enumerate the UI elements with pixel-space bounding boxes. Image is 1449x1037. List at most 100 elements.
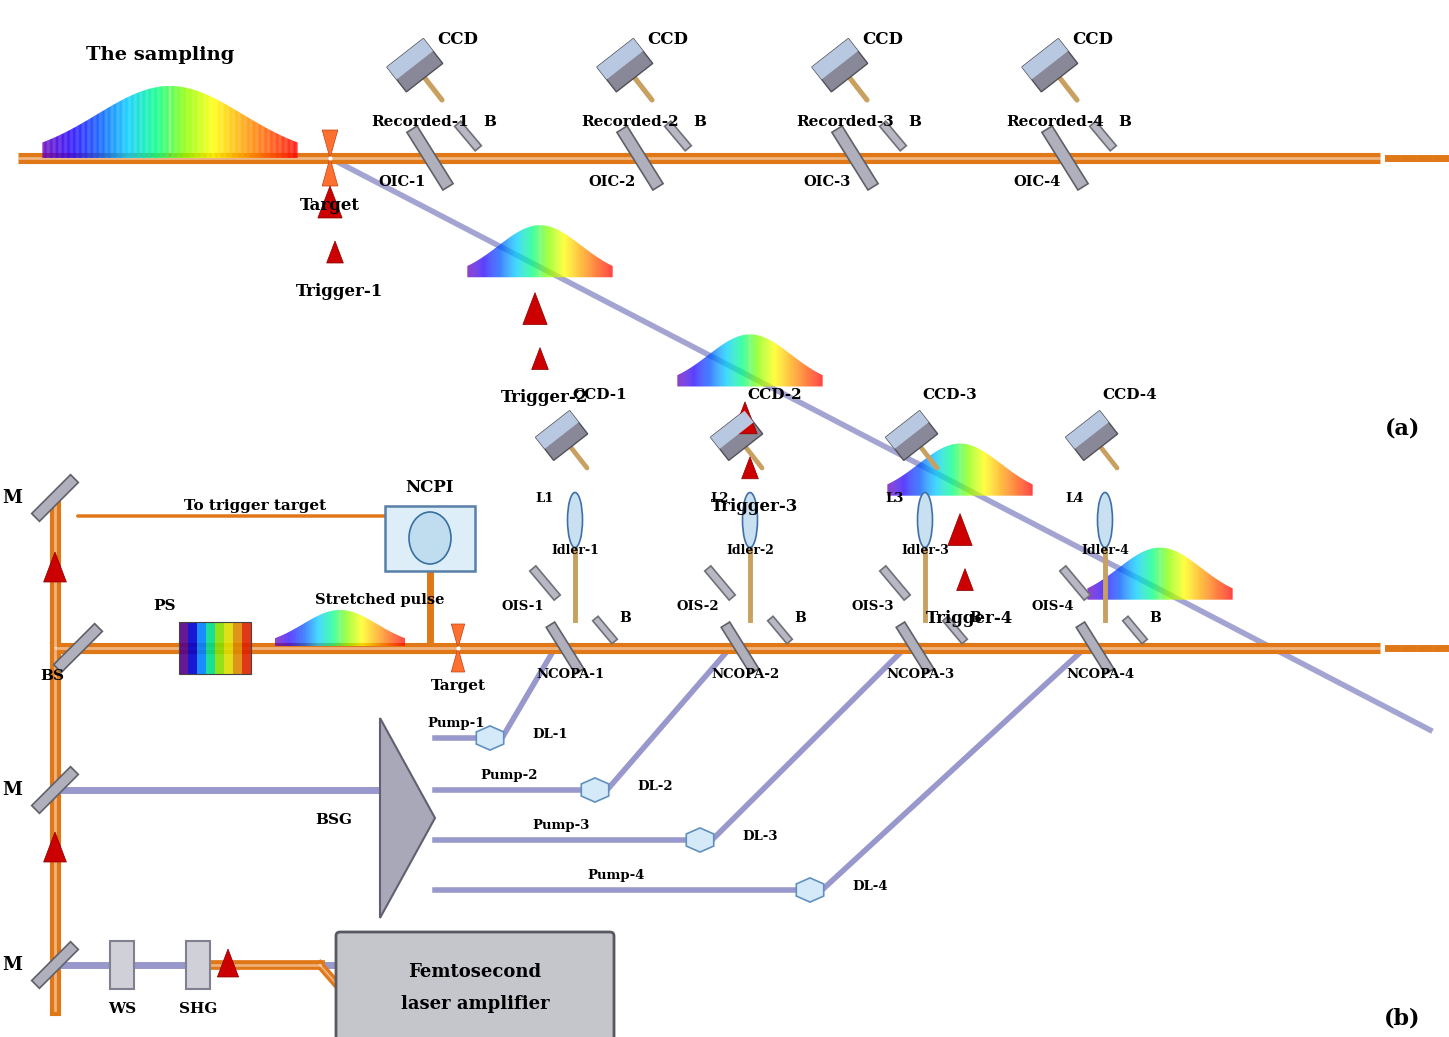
Polygon shape [43,552,67,582]
Text: B: B [694,115,707,129]
Polygon shape [710,411,753,449]
Text: SHG: SHG [178,1002,217,1016]
Bar [385,505,475,570]
Text: CCD-4: CCD-4 [1103,388,1158,402]
Text: The sampling: The sampling [85,46,235,64]
Text: BS: BS [41,669,64,683]
Polygon shape [32,475,78,522]
Polygon shape [617,125,664,190]
Text: Idler-1: Idler-1 [551,543,598,557]
Polygon shape [956,568,974,591]
Text: OIC-1: OIC-1 [378,175,426,189]
Bar [197,622,206,674]
Text: L3: L3 [885,492,904,504]
Bar [188,622,197,674]
Ellipse shape [409,512,451,564]
Bar [214,622,225,674]
Bar [242,622,251,674]
Text: M: M [1,781,22,798]
Polygon shape [885,411,929,449]
Text: DL-2: DL-2 [638,780,672,792]
Polygon shape [722,622,759,674]
Polygon shape [536,411,578,449]
Polygon shape [733,401,758,433]
Polygon shape [593,616,617,644]
Polygon shape [811,38,868,92]
Text: Pump-4: Pump-4 [588,869,645,882]
Polygon shape [880,566,910,600]
Text: Idler-3: Idler-3 [901,543,949,557]
Polygon shape [687,828,714,852]
Polygon shape [536,411,588,460]
Polygon shape [768,616,793,644]
Text: NCOPA-3: NCOPA-3 [885,668,953,680]
Polygon shape [32,942,78,988]
Text: NCOPA-4: NCOPA-4 [1066,668,1135,680]
Text: Idler-2: Idler-2 [726,543,774,557]
Text: Recorded-4: Recorded-4 [1006,115,1104,129]
Polygon shape [1022,38,1078,92]
Text: NCPI: NCPI [406,479,454,497]
Bar [110,941,133,989]
Text: L4: L4 [1066,492,1084,504]
Text: B: B [1149,611,1161,625]
Polygon shape [217,949,239,977]
Polygon shape [530,566,561,600]
Polygon shape [477,726,504,750]
Polygon shape [665,121,691,150]
Text: BSG: BSG [314,813,352,826]
Text: Pump-1: Pump-1 [427,718,485,730]
Text: B: B [794,611,806,625]
Text: OIC-2: OIC-2 [588,175,636,189]
Polygon shape [380,718,435,918]
Text: CCD-2: CCD-2 [748,388,803,402]
Ellipse shape [568,493,582,548]
Text: NCOPA-1: NCOPA-1 [536,668,604,680]
Polygon shape [546,622,584,674]
Text: Femtosecond: Femtosecond [409,963,542,981]
Bar [225,622,233,674]
Polygon shape [1065,411,1108,449]
Polygon shape [387,38,443,92]
Bar [185,941,210,989]
Text: Recorded-3: Recorded-3 [796,115,894,129]
Polygon shape [1123,616,1148,644]
Bar [206,622,214,674]
Polygon shape [1042,125,1088,190]
Polygon shape [710,411,762,460]
Polygon shape [943,616,968,644]
Text: OIS-2: OIS-2 [677,600,719,614]
Polygon shape [1077,622,1114,674]
Polygon shape [317,186,342,218]
Text: OIC-4: OIC-4 [1013,175,1061,189]
Text: CCD: CCD [438,31,478,49]
Polygon shape [1065,411,1117,460]
Ellipse shape [917,493,933,548]
Polygon shape [797,878,823,902]
Text: CCD: CCD [862,31,904,49]
Text: M: M [1,489,22,507]
FancyBboxPatch shape [336,932,614,1037]
Text: OIS-3: OIS-3 [852,600,894,614]
Text: B: B [969,611,981,625]
Polygon shape [885,411,938,460]
Text: L2: L2 [711,492,729,504]
Polygon shape [880,121,906,150]
Polygon shape [455,121,481,150]
Text: Recorded-1: Recorded-1 [371,115,469,129]
Polygon shape [581,778,609,802]
Polygon shape [322,158,338,186]
Text: Trigger-4: Trigger-4 [926,610,1014,627]
Text: CCD-1: CCD-1 [572,388,627,402]
Text: DL-3: DL-3 [742,830,778,842]
Ellipse shape [742,493,758,548]
Ellipse shape [1097,493,1113,548]
Text: (a): (a) [1385,418,1420,440]
Polygon shape [451,624,465,648]
Polygon shape [32,766,78,813]
Text: Target: Target [300,196,359,214]
Polygon shape [895,622,933,674]
Polygon shape [451,648,465,672]
Text: Idler-4: Idler-4 [1081,543,1129,557]
Text: laser amplifier: laser amplifier [401,994,549,1013]
